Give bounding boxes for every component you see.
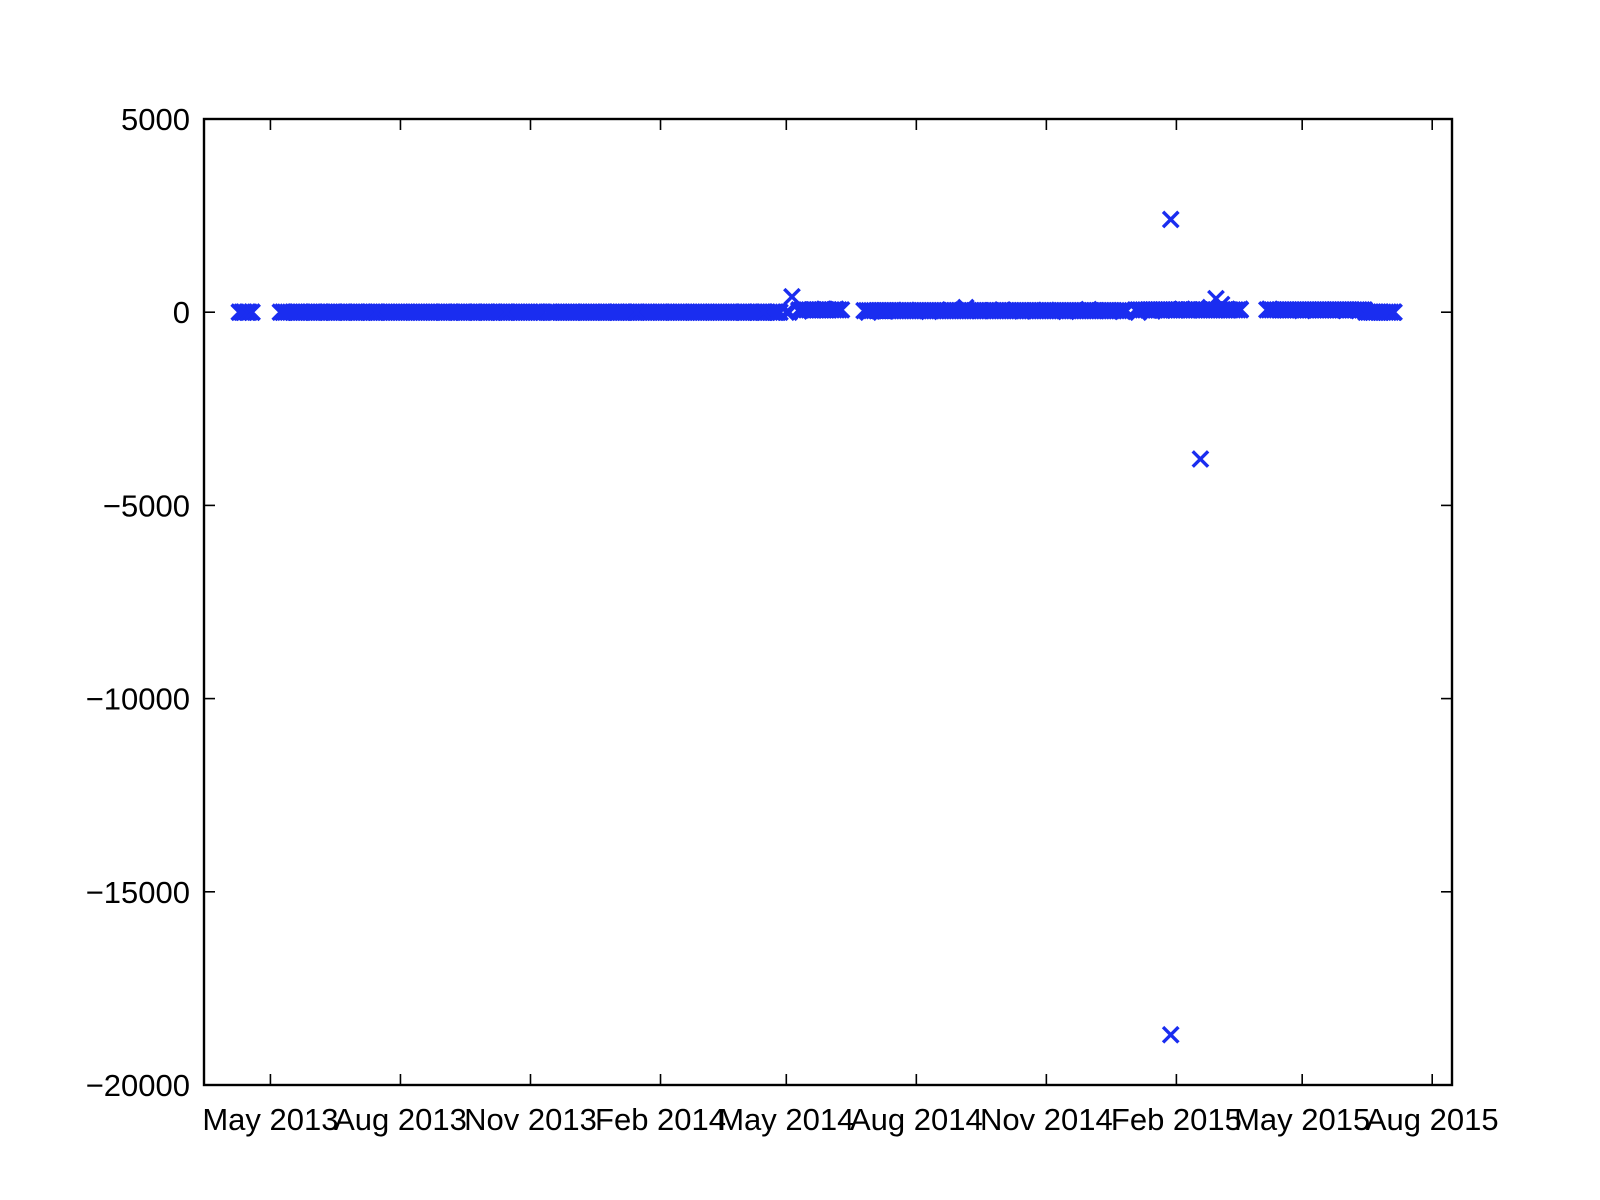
data-point (1113, 302, 1132, 321)
x-tick-label: Aug 2014 (850, 1102, 983, 1137)
data-point (305, 303, 324, 322)
y-tick-label: −5000 (103, 488, 190, 523)
plot-frame (202, 117, 1454, 1087)
x-tick-label: Feb 2014 (595, 1102, 726, 1137)
data-point (1349, 301, 1368, 320)
data-point (627, 303, 646, 322)
data-point (1231, 300, 1249, 319)
axis-ticks (204, 118, 1452, 1086)
y-tick-label: −20000 (86, 1068, 190, 1103)
data-point (651, 303, 670, 322)
data-point (710, 303, 729, 322)
data-point (1277, 300, 1296, 319)
data-point (1385, 303, 1403, 322)
x-tick-label: May 2014 (718, 1102, 854, 1137)
y-tick-label: 5000 (121, 102, 190, 137)
data-point (1037, 301, 1056, 320)
data-point (1161, 210, 1180, 229)
data-point (783, 287, 801, 306)
data-point (477, 303, 496, 322)
data-point (367, 303, 386, 322)
data-point (1313, 300, 1331, 319)
data-point (325, 303, 343, 322)
x-tick-label: Nov 2013 (464, 1102, 597, 1137)
data-point (826, 300, 845, 319)
data-point (1379, 303, 1398, 322)
data-point (1161, 1025, 1180, 1044)
x-tick-label: Nov 2014 (980, 1102, 1113, 1137)
data-point (238, 303, 257, 322)
data-point (1153, 301, 1172, 320)
data-point (541, 303, 560, 322)
x-tick-label: May 2015 (1234, 1102, 1370, 1137)
data-point (391, 303, 410, 322)
data-point (1013, 302, 1032, 320)
x-tick-label: May 2013 (202, 1102, 338, 1137)
data-point (897, 301, 916, 320)
y-tick-label: 0 (173, 295, 190, 330)
data-point (1129, 303, 1148, 322)
x-tick-label: Feb 2015 (1111, 1102, 1242, 1137)
data-point (777, 303, 796, 322)
data-point (563, 303, 582, 322)
x-tick-label: Aug 2013 (334, 1102, 467, 1137)
data-point (859, 303, 878, 322)
y-tick-label: −15000 (86, 875, 190, 910)
data-point (941, 300, 960, 319)
data-point (1337, 301, 1355, 320)
data-point (521, 303, 540, 322)
data-point (993, 300, 1012, 319)
data-point (607, 303, 626, 322)
data-point (274, 303, 293, 322)
data-point (971, 301, 989, 320)
data-point (288, 303, 307, 322)
data-point (497, 303, 516, 322)
data-point (876, 302, 895, 320)
data-point (455, 303, 473, 322)
data-point (671, 303, 690, 322)
data-point (691, 303, 709, 322)
data-point (1099, 301, 1118, 320)
data-point (815, 300, 834, 319)
data-markers (230, 210, 1403, 1044)
data-point (1079, 300, 1098, 319)
y-tick-label: −10000 (86, 682, 190, 717)
data-point (735, 303, 753, 322)
data-point (1180, 300, 1199, 319)
data-point (435, 303, 454, 322)
data-point (347, 303, 366, 322)
data-point (956, 298, 975, 317)
x-tick-label: Aug 2015 (1366, 1102, 1499, 1137)
data-point (1260, 300, 1279, 319)
data-point (790, 302, 808, 320)
data-point (920, 302, 938, 321)
data-point (754, 303, 773, 322)
data-point (1191, 450, 1210, 468)
data-point (1363, 303, 1382, 322)
data-point (1057, 302, 1076, 321)
data-point (1293, 301, 1312, 320)
data-point (243, 303, 261, 322)
data-point (583, 303, 602, 322)
data-point (411, 303, 430, 322)
